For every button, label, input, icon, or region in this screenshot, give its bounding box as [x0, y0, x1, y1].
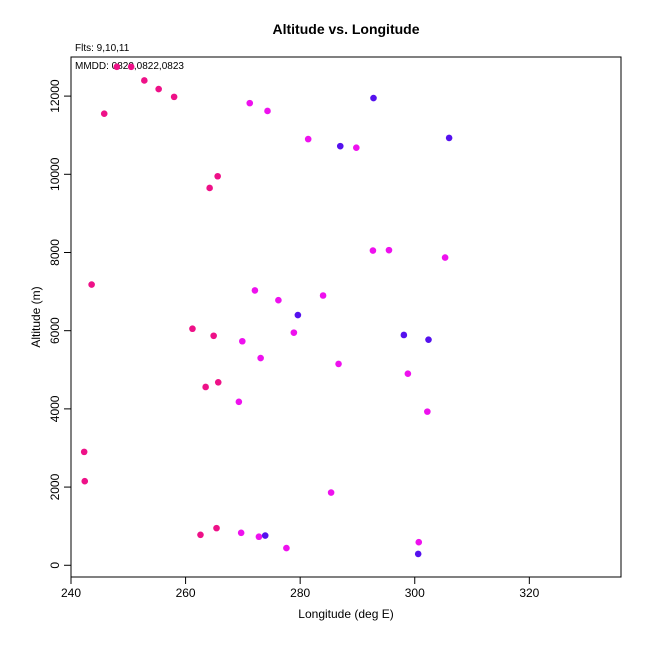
data-point [327, 489, 335, 496]
data-point [127, 63, 135, 71]
data-point [170, 93, 178, 101]
data-points [80, 63, 453, 558]
data-point [214, 378, 222, 386]
data-point [88, 281, 95, 288]
data-point [335, 360, 342, 368]
data-point [445, 134, 453, 142]
data-point [81, 477, 89, 485]
data-point [113, 63, 121, 71]
data-point [197, 531, 204, 539]
data-point [246, 99, 254, 107]
data-point [385, 246, 393, 254]
data-point [206, 184, 213, 192]
data-point [251, 287, 259, 294]
data-point [264, 107, 271, 115]
axes: 240 260 280 300 320 0 2000 4000 6000 8000 10000 120… [48, 79, 540, 600]
y-tick-label: 12000 [48, 79, 62, 113]
data-point [155, 85, 162, 93]
data-point [275, 296, 282, 304]
x-tick-label: 280 [290, 586, 310, 600]
y-tick-label: 10000 [48, 157, 62, 191]
data-point [319, 292, 327, 299]
data-point [239, 337, 246, 345]
data-point [369, 247, 377, 254]
data-point [304, 135, 312, 143]
data-point [189, 325, 196, 333]
data-point [414, 550, 422, 558]
plot-frame [70, 56, 622, 578]
data-point [415, 538, 423, 546]
data-point [261, 532, 269, 539]
data-point [283, 544, 290, 552]
data-point [441, 254, 449, 261]
data-point [100, 110, 108, 117]
data-point [214, 172, 221, 180]
chart-title: Altitude vs. Longitude [273, 21, 420, 37]
x-tick-label: 320 [519, 586, 539, 600]
x-tick-label: 300 [405, 586, 425, 600]
y-tick-label: 2000 [48, 473, 62, 500]
data-point [425, 336, 432, 343]
data-point [424, 408, 431, 415]
data-point [210, 332, 217, 340]
x-tick-label: 260 [176, 586, 196, 600]
data-point [235, 398, 243, 406]
data-point [290, 329, 298, 336]
data-point [370, 94, 377, 102]
data-point [353, 144, 360, 152]
data-point [255, 533, 263, 541]
data-point [80, 448, 88, 456]
y-tick-label: 4000 [48, 395, 62, 422]
data-point [202, 383, 209, 391]
y-tick-label: 8000 [48, 239, 62, 266]
data-point [336, 142, 344, 150]
x-axis-label: Longitude (deg E) [298, 607, 393, 621]
data-point [400, 331, 408, 339]
data-point [294, 311, 302, 319]
chart-subtitle: Flts: 9,10,11 [75, 43, 130, 54]
data-point [141, 77, 148, 84]
data-point [237, 529, 245, 537]
x-tick-label: 240 [61, 586, 81, 600]
data-point [404, 370, 412, 377]
data-point [213, 524, 220, 532]
y-tick-label: 0 [48, 562, 62, 569]
y-tick-label: 6000 [48, 317, 62, 344]
data-point [257, 354, 264, 362]
y-axis-label: Altitude (m) [29, 286, 43, 347]
